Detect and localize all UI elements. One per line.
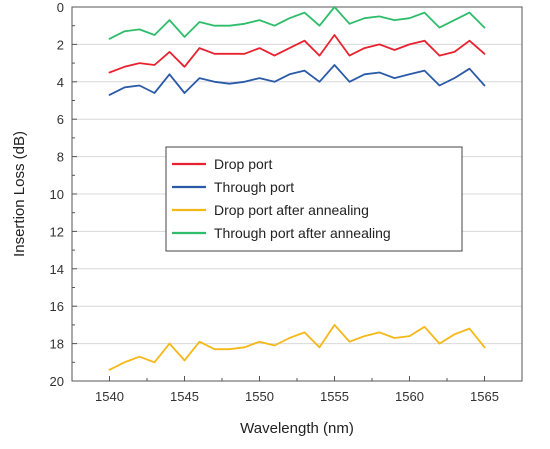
series-line-1: [108, 34, 486, 74]
legend-label: Through port after annealing: [214, 225, 391, 241]
x-tick-label: 1565: [470, 389, 499, 404]
y-axis-title: Insertion Loss (dB): [11, 131, 28, 257]
x-tick-label: 1545: [170, 389, 199, 404]
series-line-3: [108, 323, 486, 371]
legend-label: Drop port after annealing: [214, 202, 369, 218]
y-tick-label: 2: [57, 37, 64, 52]
series-lines: [108, 6, 486, 371]
legend-box: [165, 146, 463, 252]
y-tick-label: 12: [50, 224, 64, 239]
x-tick-label: 1550: [245, 389, 274, 404]
x-axis-title: Wavelength (nm): [240, 420, 354, 437]
x-tick-label: 1540: [95, 389, 124, 404]
y-tick-label: 18: [50, 337, 64, 352]
series-line-4: [108, 6, 486, 40]
tick-labels: 0 2 4 6 8 10 12 14 16 18 20 1540 1545 1550 1555 1560 156…: [50, 0, 499, 404]
x-tick-label: 1560: [395, 389, 424, 404]
legend-label: Through port: [214, 179, 294, 195]
y-tick-label: 14: [50, 262, 64, 277]
y-tick-label: 20: [50, 374, 64, 389]
y-tick-label: 8: [57, 150, 64, 165]
y-tick-label: 10: [50, 187, 64, 202]
legend-label: Drop port: [214, 156, 272, 172]
y-tick-label: 16: [50, 299, 64, 314]
legend: Drop port Through port Drop port after ann…: [165, 146, 463, 252]
series-line-2: [108, 64, 486, 96]
y-tick-label: 0: [57, 0, 64, 15]
y-tick-label: 6: [57, 112, 64, 127]
y-tick-label: 4: [57, 75, 64, 90]
axis-ticks: [72, 6, 485, 382]
x-tick-label: 1555: [320, 389, 349, 404]
